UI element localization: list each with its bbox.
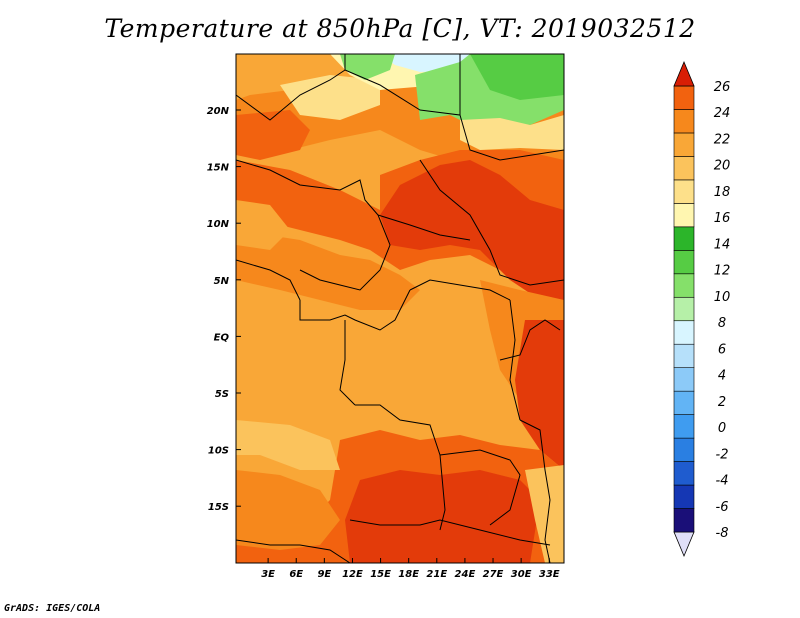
colorbar-swatch (673, 367, 695, 392)
colorbar-label: 10 (714, 290, 731, 305)
colorbar-label: -8 (716, 526, 729, 541)
colorbar-swatch (673, 226, 695, 251)
colorbar-label: -6 (716, 500, 729, 515)
colorbar-swatch (673, 85, 695, 110)
field-24-26-east (515, 320, 564, 470)
field-24-26-central (380, 160, 564, 320)
field-16-18-east (460, 115, 564, 150)
lat-label: 15S (208, 502, 229, 513)
lon-label: 18E (398, 569, 419, 580)
lon-label: 33E (539, 569, 560, 580)
field-10-12-north-east (470, 54, 564, 100)
map-frame (235, 53, 565, 564)
colorbar-swatch (673, 109, 695, 134)
colorbar-swatch (673, 414, 695, 439)
lon-label: 3E (261, 569, 275, 580)
colorbar-label: 14 (714, 237, 731, 252)
colorbar-label: -2 (716, 447, 729, 462)
colorbar-label: 2 (718, 395, 726, 410)
colorbar-min-triangle (673, 531, 695, 558)
colorbar-label: 20 (714, 159, 731, 174)
colorbar-swatch (673, 203, 695, 228)
lon-label: 6E (289, 569, 303, 580)
colorbar-swatch (673, 273, 695, 298)
colorbar-swatch (673, 437, 695, 462)
lon-label: 24E (455, 569, 476, 580)
lon-label: 15E (370, 569, 391, 580)
colorbar-swatch (673, 179, 695, 204)
lon-label: 9E (317, 569, 331, 580)
colorbar-label: 16 (714, 211, 731, 226)
field-18-20-west-coast (236, 200, 290, 250)
lat-label: 5S (215, 389, 229, 400)
field-16-18-south-east (525, 465, 564, 563)
colorbar-label: 26 (714, 80, 731, 95)
colorbar-swatch (673, 390, 695, 415)
colorbar-swatch (673, 461, 695, 486)
temperature-field (236, 54, 564, 563)
credit-text: GrADS: IGES/COLA (4, 603, 101, 614)
colorbar-swatch (673, 508, 695, 533)
lat-label: 20N (207, 106, 230, 117)
lat-label: 5N (214, 276, 230, 287)
field-20-22-west-central (236, 230, 420, 310)
colorbar-swatch (673, 484, 695, 509)
colorbar-label: -4 (716, 474, 729, 489)
colorbar-label: 12 (714, 264, 731, 279)
lon-label: 27E (483, 569, 504, 580)
colorbar-label: 18 (714, 185, 731, 200)
chart-title: Temperature at 850hPa [C], VT: 201903251… (104, 14, 696, 43)
field-20-22-south-west (236, 470, 340, 550)
field-16-18-south-west (236, 420, 340, 470)
colorbar-label: 4 (718, 369, 726, 384)
colorbar-swatch (673, 296, 695, 322)
colorbar-label: 24 (714, 106, 731, 121)
country-borders (236, 54, 564, 563)
lon-label: 21E (426, 569, 447, 580)
colorbar-label: 6 (718, 342, 726, 357)
lon-label: 12E (342, 569, 363, 580)
colorbar-max-triangle (673, 60, 695, 87)
colorbar-swatch (673, 250, 695, 275)
colorbar-swatch (673, 132, 695, 157)
colorbar-swatch (673, 320, 695, 345)
lat-label: 10N (207, 219, 230, 230)
longitude-ticks: 3E 6E 9E 12E 15E 18E 21E 24E 27E 30E 33E (261, 558, 560, 580)
latitude-ticks: 20N 15N 10N 5N EQ 5S 10S 15S (207, 106, 241, 513)
lon-label: 30E (511, 569, 532, 580)
colorbar-label: 8 (718, 316, 726, 331)
field-16-18-north (280, 75, 380, 120)
colorbar-swatch (673, 343, 695, 368)
colorbar-label: 0 (718, 421, 726, 436)
lat-label: 10S (208, 446, 229, 457)
colorbar-swatch (673, 156, 695, 181)
lat-label: EQ (214, 332, 230, 343)
field-22-24-west (236, 110, 310, 160)
colorbar-label: 22 (714, 132, 731, 147)
field-24-26-south (345, 470, 540, 563)
lat-label: 15N (207, 163, 230, 174)
